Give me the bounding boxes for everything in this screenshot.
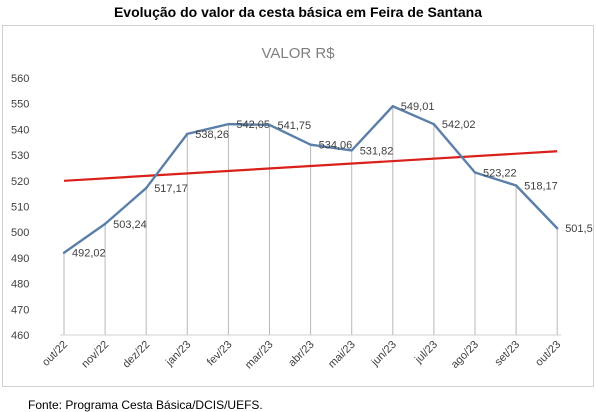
data-point [103, 222, 107, 226]
data-label: 541,75 [278, 120, 312, 132]
data-label: 534,06 [319, 140, 353, 152]
data-point [145, 186, 148, 190]
x-tick-label: out/22 [40, 339, 70, 369]
chart-container: VALOR R$ 460 470 480 490 500 510 520 530 540 550 56… [2, 25, 596, 387]
data-point [309, 143, 312, 146]
data-point [556, 227, 559, 230]
x-tick-label: abr/23 [286, 339, 317, 370]
data-point [227, 122, 230, 126]
y-tick-label: 470 [11, 304, 29, 316]
data-label: 517,17 [154, 183, 188, 195]
y-tick-label: 500 [11, 227, 29, 239]
data-label: 503,24 [113, 219, 147, 231]
chart-title: VALOR R$ [261, 45, 335, 62]
data-point [432, 123, 436, 126]
y-tick-label: 520 [11, 176, 29, 188]
y-tick-label: 460 [11, 330, 29, 342]
data-point [350, 149, 353, 152]
y-tick-label: 490 [11, 253, 29, 265]
y-tick-label: 510 [11, 202, 29, 214]
x-tick-label: mai/23 [326, 339, 358, 371]
data-label: 538,26 [195, 129, 229, 141]
data-label: 501,54 [565, 223, 593, 235]
data-label: 549,01 [401, 101, 435, 113]
y-tick-label: 550 [11, 99, 29, 111]
page-title: Evolução do valor da cesta básica em Fei… [113, 4, 483, 20]
data-point [391, 105, 394, 108]
x-tick-label: jan/23 [163, 339, 193, 369]
x-tick-label: out/23 [533, 339, 563, 369]
x-tick-label: jul/23 [412, 339, 440, 367]
data-point [514, 184, 518, 187]
data-point [186, 132, 189, 136]
y-tick-label: 560 [11, 73, 29, 85]
x-tick-label: ago/23 [449, 339, 481, 371]
x-tick-label: jun/23 [369, 339, 399, 369]
y-tick-label: 530 [11, 150, 29, 162]
x-tick-label: nov/22 [79, 339, 111, 371]
x-tick-label: fev/23 [205, 339, 235, 369]
x-tick-label: mar/23 [243, 339, 276, 372]
data-point [62, 251, 66, 254]
data-label: 542,02 [442, 119, 476, 131]
line-chart: VALOR R$ 460 470 480 490 500 510 520 530 540 550 56… [11, 45, 596, 372]
x-tick-label: dez/22 [120, 339, 152, 371]
source-note: Fonte: Programa Cesta Básica/DCIS/UEFS. [28, 398, 263, 412]
data-point [268, 123, 271, 127]
data-label: 492,02 [72, 248, 106, 260]
data-label: 531,82 [360, 145, 394, 157]
data-label: 542,05 [236, 119, 270, 131]
y-tick-label: 480 [11, 279, 29, 291]
data-label: 523,22 [483, 168, 517, 180]
data-point [473, 171, 477, 174]
trend-line [63, 150, 558, 182]
x-tick-label: set/23 [493, 339, 523, 369]
data-label: 518,17 [524, 181, 558, 193]
y-tick-label: 540 [11, 124, 29, 136]
